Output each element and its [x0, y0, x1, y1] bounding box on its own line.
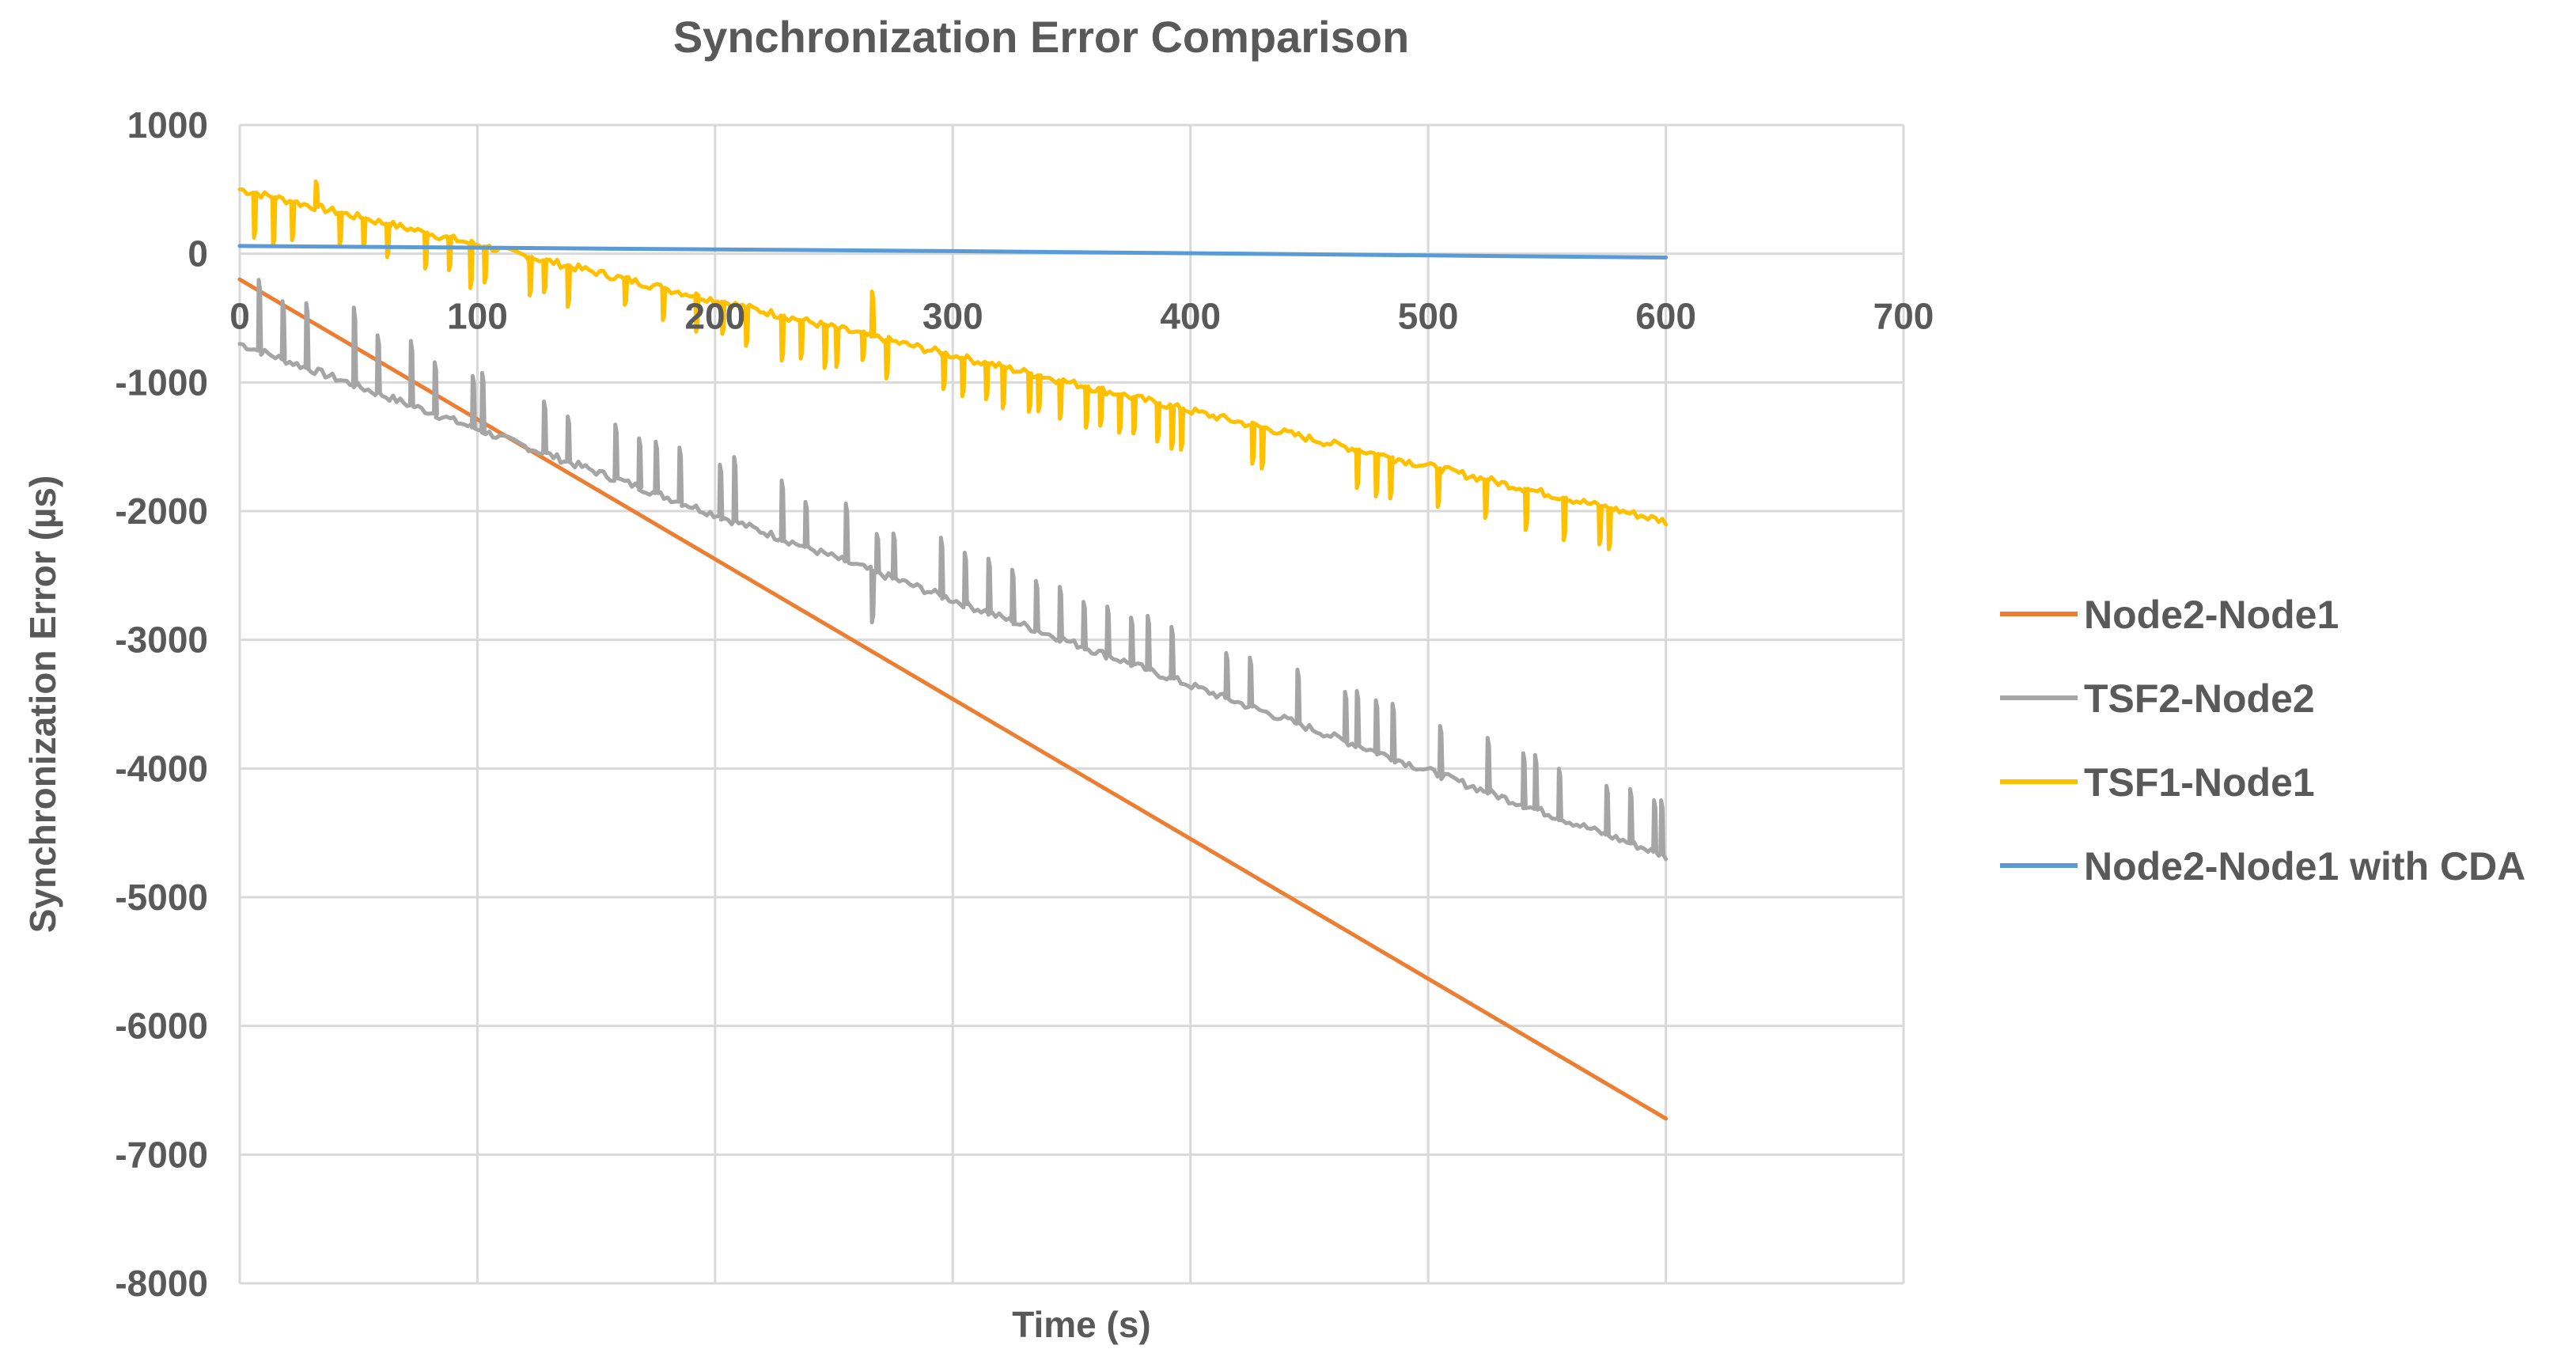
y-tick-label: 0 [188, 233, 208, 275]
x-tick-label: 700 [1873, 296, 1934, 337]
y-tick-label: -2000 [115, 491, 208, 532]
x-axis-label: Time (s) [1012, 1304, 1151, 1345]
legend-label: TSF2-Node2 [2084, 676, 2315, 721]
legend-label: TSF1-Node1 [2084, 760, 2315, 805]
y-tick-label: -1000 [115, 362, 208, 403]
y-tick-label: -7000 [115, 1134, 208, 1175]
y-tick-label: -6000 [115, 1006, 208, 1047]
x-tick-label: 100 [447, 296, 508, 337]
y-axis-label: Synchronization Error (µs) [22, 476, 63, 934]
y-tick-label: -4000 [115, 748, 208, 789]
plot-area [237, 179, 1669, 1121]
axis-ticks: 10000-1000-2000-3000-4000-5000-6000-7000… [115, 104, 1934, 1304]
y-tick-label: -5000 [115, 877, 208, 918]
series-line-tsf1-node1 [237, 179, 1669, 551]
legend: Node2-Node1 TSF2-Node2 TSF1-Node1 Node2-Nod… [2000, 593, 2525, 888]
series-line-node2-node1 [237, 277, 1669, 1121]
x-tick-label: 500 [1398, 296, 1459, 337]
x-tick-label: 600 [1635, 296, 1696, 337]
chart-title: Synchronization Error Comparison [673, 12, 1409, 62]
series-line-tsf2-node2 [237, 278, 1669, 862]
legend-label: Node2-Node1 [2084, 593, 2339, 637]
y-tick-label: -3000 [115, 619, 208, 661]
series-line-node2-node1-with-cda [237, 244, 1669, 260]
y-tick-label: -8000 [115, 1263, 208, 1304]
x-tick-label: 300 [922, 296, 983, 337]
x-tick-label: 200 [684, 296, 745, 337]
legend-label: Node2-Node1 with CDA [2084, 844, 2525, 888]
x-tick-label: 400 [1160, 296, 1221, 337]
x-tick-label: 0 [229, 296, 250, 337]
y-tick-label: 1000 [127, 104, 208, 146]
